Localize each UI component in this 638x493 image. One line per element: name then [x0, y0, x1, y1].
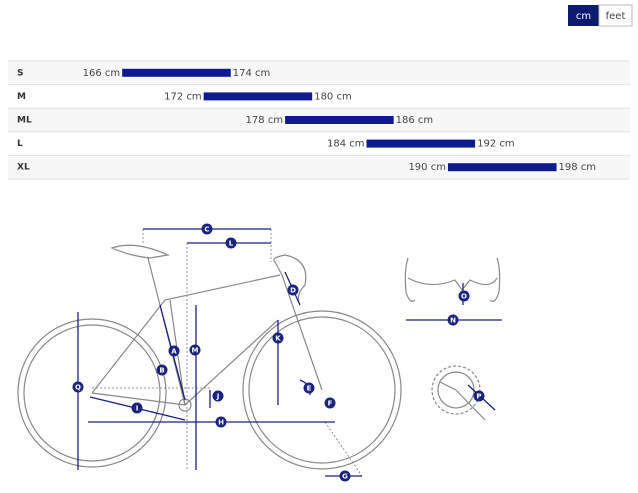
- size-label: S: [17, 68, 23, 78]
- dimension-label: E: [307, 385, 312, 393]
- range-bar: [285, 116, 394, 124]
- dimension-marker: [225, 237, 237, 249]
- dimension-marker: [447, 314, 459, 326]
- size-label: ML: [17, 116, 32, 126]
- range-bar: [122, 68, 231, 77]
- dimension-label: P: [476, 393, 481, 401]
- range-high-label: 198 cm: [559, 162, 597, 173]
- toggle-cm[interactable]: [568, 5, 599, 26]
- toggle-label: feet: [606, 11, 626, 22]
- dimension-label: O: [461, 293, 467, 301]
- dimension-marker: [303, 382, 315, 394]
- front-wheel: [242, 310, 402, 470]
- dimensions: C L D M A B K Q J I H E F G N O P: [72, 223, 502, 482]
- dimension-label: A: [171, 348, 177, 356]
- size-table: S 166 cm 174 cm M 172 cm 180 cm ML 178 cm 186 cm…: [8, 60, 630, 180]
- rear-wheel: [23, 324, 161, 462]
- dimension-label: Q: [75, 384, 81, 392]
- size-label: M: [17, 92, 26, 102]
- dimension-label: I: [136, 405, 139, 413]
- guide: [92, 229, 363, 477]
- crank: [439, 381, 486, 421]
- dimension-label: D: [290, 287, 296, 295]
- dimension-marker: [201, 223, 213, 235]
- bike-diagram: [17, 229, 501, 477]
- dimension-label: F: [328, 400, 333, 408]
- dimension-marker: [324, 397, 336, 409]
- dimension-marker: [168, 345, 180, 357]
- dimension-label: M: [192, 347, 199, 355]
- dimension-marker: [473, 390, 485, 402]
- range-low-label: 184 cm: [327, 139, 365, 150]
- dimension-marker: [189, 344, 201, 356]
- unit-toggle: cm feet: [568, 4, 633, 27]
- dimension-label: K: [275, 335, 281, 343]
- handlebar: [404, 257, 501, 302]
- dimension-marker: [212, 390, 224, 402]
- dimension-marker: [72, 381, 84, 393]
- toggle-label: cm: [576, 11, 591, 22]
- dimension-label: C: [204, 226, 209, 234]
- front-wheel: [248, 316, 396, 464]
- range-high-label: 186 cm: [396, 115, 434, 126]
- row-bg: [8, 131, 630, 156]
- range-low-label: 166 cm: [83, 68, 121, 79]
- range-high-label: 180 cm: [314, 91, 352, 102]
- range-bar: [447, 163, 557, 172]
- toggle-feet[interactable]: [598, 4, 633, 27]
- dimension-label: H: [218, 419, 224, 427]
- dimension-label: N: [450, 317, 456, 325]
- dimension-marker: [131, 402, 143, 414]
- dimension-label: L: [229, 240, 234, 248]
- range-low-label: 190 cm: [408, 162, 446, 173]
- range-high-label: 192 cm: [477, 139, 515, 150]
- dimension-marker: [215, 416, 227, 428]
- row-bg: [8, 155, 630, 179]
- dimension-marker: [156, 364, 168, 376]
- dimension-label: J: [216, 393, 220, 401]
- row-bg: [8, 84, 630, 109]
- dimension-marker: [339, 470, 351, 482]
- range-low-label: 178 cm: [246, 115, 284, 126]
- row-bg: [8, 61, 630, 85]
- range-low-label: 172 cm: [164, 91, 202, 102]
- range-bar: [203, 92, 313, 101]
- size-label: XL: [17, 163, 30, 173]
- dimension-label: G: [342, 473, 348, 481]
- dimension-marker: [272, 332, 284, 344]
- range-high-label: 174 cm: [233, 68, 271, 79]
- dimension-marker: [458, 290, 470, 302]
- chainring: [431, 365, 481, 415]
- rear-wheel: [17, 318, 167, 468]
- dimension-marker: [287, 284, 299, 296]
- size-label: L: [17, 139, 23, 149]
- dimension-label: B: [159, 367, 164, 375]
- range-bar: [366, 139, 476, 148]
